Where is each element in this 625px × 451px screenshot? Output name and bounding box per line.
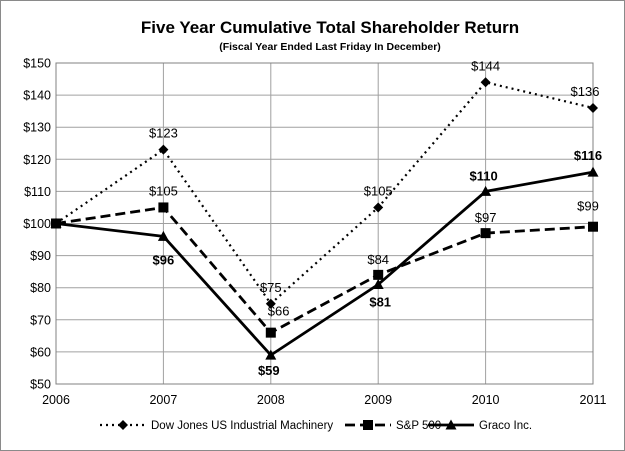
x-tick-label: 2009 (364, 393, 392, 407)
data-point (158, 144, 169, 155)
legend: Dow Jones US Industrial Machinery S&P 500… (100, 419, 532, 432)
x-tick-label: 2010 (472, 393, 500, 407)
data-label: $105 (149, 183, 178, 198)
data-point (265, 349, 277, 360)
data-label: $97 (475, 210, 497, 225)
legend-label: Dow Jones US Industrial Machinery (151, 420, 333, 432)
data-label: $116 (574, 148, 602, 163)
legend-marker (445, 419, 457, 430)
data-point (50, 218, 62, 228)
y-tick-label: $110 (24, 185, 51, 199)
data-label: $81 (369, 294, 391, 309)
data-label: $66 (268, 304, 290, 319)
series-line (55, 206, 594, 335)
data-point (265, 327, 276, 338)
data-label: $96 (153, 252, 175, 267)
series-lines (50, 77, 599, 360)
data-label: $59 (258, 363, 280, 378)
chart-subtitle: (Fiscal Year Ended Last Friday In Decemb… (219, 41, 441, 53)
data-point (480, 77, 491, 88)
chart-title: Five Year Cumulative Total Shareholder R… (141, 18, 519, 37)
data-point (588, 221, 598, 232)
legend-marker (118, 420, 128, 430)
y-tick-label: $60 (30, 345, 51, 359)
data-point (587, 166, 599, 177)
data-point (480, 185, 492, 196)
data-point (588, 102, 598, 113)
y-tick-label: $140 (23, 89, 51, 103)
data-point (157, 230, 169, 241)
data-label: $123 (149, 126, 178, 141)
axes: $50 $60 $70 $80 $90 $100 $110 $120 $130 $140 $150 2… (23, 57, 606, 408)
data-label: $144 (471, 58, 500, 73)
legend-label: Graco Inc. (479, 420, 532, 432)
data-label: $84 (367, 252, 389, 267)
data-point (480, 228, 491, 239)
x-tick-label: 2006 (42, 393, 70, 407)
y-tick-label: $90 (30, 249, 51, 263)
gridlines (55, 62, 594, 385)
x-tick-label: 2007 (149, 393, 177, 407)
data-point (373, 269, 384, 280)
y-tick-label: $70 (30, 313, 51, 327)
series-line (55, 81, 594, 305)
data-point (372, 278, 384, 289)
data-labels: $123 $75 $105 $144 $136 $105 $66 $84 $97 $99 $96 $5… (149, 58, 602, 378)
data-label: $75 (260, 280, 282, 295)
y-tick-label: $50 (30, 378, 51, 392)
data-label: $136 (571, 84, 600, 99)
y-tick-label: $80 (30, 281, 51, 295)
x-tick-label: 2008 (257, 393, 285, 407)
data-point (158, 202, 169, 213)
y-tick-label: $100 (23, 217, 51, 231)
data-label: $99 (577, 199, 599, 214)
legend-marker (363, 420, 373, 430)
data-label: $105 (364, 183, 393, 198)
y-tick-label: $130 (23, 121, 51, 135)
data-point (373, 202, 384, 213)
y-tick-label: $120 (23, 153, 51, 167)
data-label: $110 (469, 168, 497, 183)
data-point (265, 298, 276, 309)
series-line (55, 170, 594, 357)
y-tick-label: $150 (23, 57, 51, 71)
legend-label: S&P 500 (396, 420, 441, 432)
x-tick-label: 2011 (580, 393, 607, 407)
